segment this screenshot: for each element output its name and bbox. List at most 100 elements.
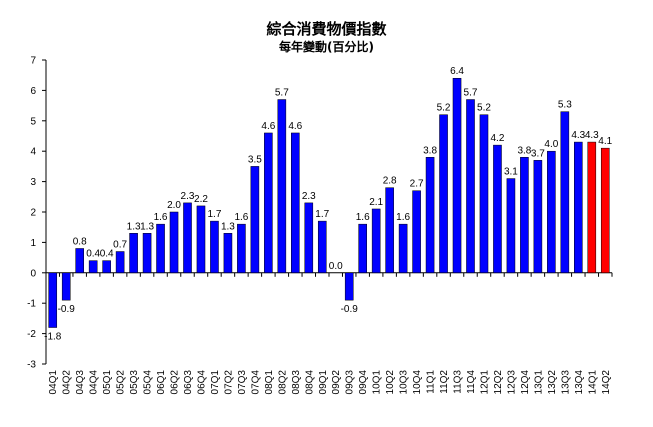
bar-04Q3	[75, 248, 84, 274]
data-label-04Q2: -0.9	[58, 304, 76, 315]
x-tick-label-10Q4: 10Q4	[412, 370, 423, 395]
bar-07Q1	[210, 220, 219, 274]
x-tick-label-13Q1: 13Q1	[533, 370, 544, 395]
bar-12Q2	[493, 144, 502, 274]
bar-10Q2	[385, 187, 394, 274]
x-tick-label-13Q3: 13Q3	[560, 370, 571, 395]
data-label-08Q3: 4.6	[288, 121, 302, 132]
x-tick-label-07Q3: 07Q3	[237, 370, 248, 395]
data-label-10Q1: 2.1	[369, 197, 383, 208]
x-tick-label-11Q4: 11Q4	[466, 370, 477, 394]
bar-13Q2	[547, 150, 556, 274]
data-label-09Q1: 1.7	[315, 209, 329, 220]
y-tick-label: -3	[27, 360, 36, 371]
x-tick-label-08Q4: 08Q4	[304, 370, 315, 395]
bar-09Q3	[344, 272, 354, 301]
data-label-05Q2: 0.7	[113, 240, 127, 251]
bar-13Q1	[533, 160, 543, 274]
bar-06Q4	[196, 205, 206, 274]
data-label-06Q2: 2.0	[167, 200, 181, 211]
x-tick-label-10Q3: 10Q3	[399, 370, 410, 395]
data-label-12Q2: 4.2	[490, 133, 504, 144]
bar-04Q1	[48, 272, 58, 328]
chart-subtitle: 每年變動(百分比)	[279, 40, 374, 54]
data-label-13Q1: 3.7	[531, 148, 545, 159]
x-tick-label-07Q4: 07Q4	[250, 370, 261, 395]
data-label-04Q3: 0.8	[73, 236, 87, 247]
data-label-14Q1: 4.3	[585, 130, 599, 141]
x-tick-label-06Q3: 06Q3	[183, 370, 194, 395]
data-labels: -1.8-0.90.80.4 0.40.71.3 1.31.62.02.3 2.21.…	[44, 66, 613, 342]
data-label-13Q3: 5.3	[558, 100, 572, 111]
x-tick-label-04Q2: 04Q2	[62, 370, 73, 395]
bars	[48, 77, 610, 328]
x-tick-label-12Q1: 12Q1	[479, 370, 490, 395]
data-label-09Q2: 0.0	[329, 261, 343, 272]
data-label-06Q3: 2.3	[181, 191, 195, 202]
bar-07Q4	[250, 166, 260, 274]
data-label-07Q1: 1.7	[207, 209, 221, 220]
y-tick-label: -1	[27, 299, 36, 310]
y-tick-label: 6	[30, 86, 36, 97]
data-label-11Q4: 5.7	[464, 88, 478, 99]
bar-08Q1	[264, 132, 273, 274]
x-tick-label-05Q1: 05Q1	[102, 370, 113, 395]
x-tick-label-09Q4: 09Q4	[358, 370, 369, 395]
data-label-12Q4: 3.8	[517, 145, 531, 156]
y-tick-label: 0	[30, 268, 36, 279]
data-label-09Q4: 1.6	[356, 212, 370, 223]
bar-12Q3	[506, 178, 516, 274]
bar-12Q4	[520, 157, 529, 274]
data-label-14Q2: 4.1	[598, 136, 612, 147]
x-tick-label-06Q1: 06Q1	[156, 370, 167, 395]
chart-title: 綜合消費物價指數	[266, 20, 387, 38]
x-tick-label-13Q2: 13Q2	[547, 370, 558, 395]
bar-05Q4	[142, 233, 152, 274]
data-label-11Q1: 3.8	[423, 145, 437, 156]
x-tick-label-11Q1: 11Q1	[426, 370, 437, 394]
bar-10Q4	[412, 190, 421, 274]
bar-05Q3	[129, 233, 138, 274]
y-tick-label: -2	[27, 329, 36, 340]
x-tick-label-14Q2: 14Q2	[601, 370, 612, 395]
bar-05Q1	[102, 260, 111, 274]
data-label-05Q3: 1.3	[127, 221, 141, 232]
data-label-11Q2: 5.2	[437, 103, 451, 114]
x-tick-label-06Q2: 06Q2	[170, 370, 181, 395]
bar-11Q1	[425, 157, 435, 274]
x-tick-label-05Q2: 05Q2	[116, 370, 127, 395]
x-tick-label-10Q2: 10Q2	[385, 370, 396, 395]
data-label-12Q3: 3.1	[504, 167, 518, 178]
x-tick-labels: 04Q1 04Q2 04Q3 04Q4 05Q1 05Q2 05Q3 05Q4 06Q1 06Q2…	[48, 370, 612, 395]
data-label-10Q4: 2.7	[410, 179, 424, 190]
bar-07Q2	[223, 233, 233, 274]
x-tick-label-12Q3: 12Q3	[506, 370, 517, 395]
bar-06Q1	[156, 223, 165, 274]
bar-11Q4	[466, 99, 475, 274]
bar-08Q4	[304, 202, 314, 274]
x-tick-label-09Q1: 09Q1	[318, 370, 329, 395]
bar-08Q2	[277, 99, 287, 274]
y-tick-label: 3	[30, 177, 36, 188]
x-tick-label-04Q1: 04Q1	[48, 370, 59, 395]
x-tick-label-04Q3: 04Q3	[75, 370, 86, 395]
data-label-05Q1: 0.4	[100, 249, 114, 260]
data-label-08Q2: 5.7	[275, 88, 289, 99]
bar-11Q3	[452, 77, 462, 274]
data-label-13Q2: 4.0	[544, 139, 558, 150]
x-tick-label-06Q4: 06Q4	[196, 370, 207, 395]
x-tick-label-07Q1: 07Q1	[210, 370, 221, 395]
data-label-05Q4: 1.3	[140, 221, 154, 232]
y-tick-label: 7	[30, 56, 36, 67]
x-tick-label-08Q3: 08Q3	[291, 370, 302, 395]
x-tick-label-08Q2: 08Q2	[277, 370, 288, 395]
data-label-08Q1: 4.6	[261, 121, 275, 132]
bar-11Q2	[439, 114, 448, 274]
data-label-10Q3: 1.6	[396, 212, 410, 223]
bar-04Q2	[61, 272, 71, 301]
x-tick-label-11Q2: 11Q2	[439, 370, 450, 394]
data-label-07Q3: 1.6	[234, 212, 248, 223]
x-tick-label-09Q3: 09Q3	[345, 370, 356, 395]
x-tick-label-08Q1: 08Q1	[264, 370, 275, 395]
